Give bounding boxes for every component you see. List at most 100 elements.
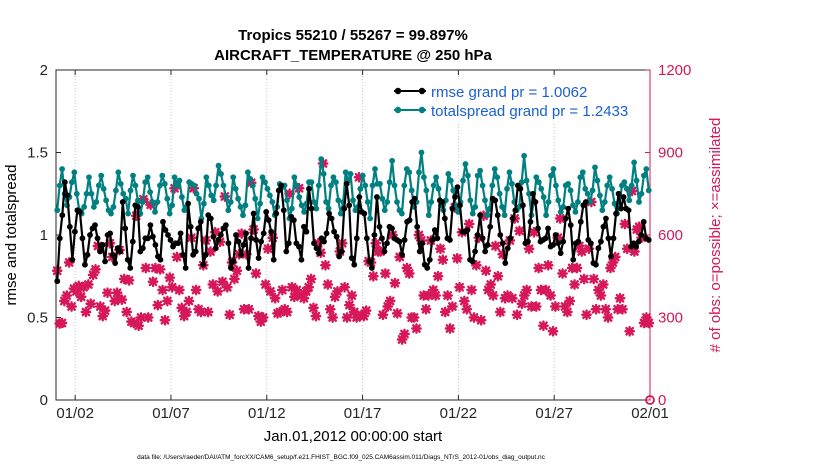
rmse-point <box>426 256 433 263</box>
spread-point <box>100 185 107 192</box>
spread-point <box>59 166 66 172</box>
rmse-point <box>167 237 174 243</box>
obs-count-marker <box>123 274 135 286</box>
spread-point <box>310 199 317 205</box>
spread-point <box>521 152 528 159</box>
obs-count-marker <box>133 320 145 332</box>
rmse-point <box>187 223 194 230</box>
rmse-point <box>84 251 91 258</box>
obs-count-marker <box>250 268 262 279</box>
rmse-point <box>555 240 562 247</box>
spread-point <box>147 189 154 196</box>
rmse-point <box>512 207 519 214</box>
spread-point <box>218 171 224 177</box>
spread-point <box>191 182 198 189</box>
spread-point <box>296 194 303 200</box>
obs-count-marker <box>502 290 513 301</box>
spread-point <box>594 177 601 184</box>
spread-point <box>313 205 320 212</box>
spread-point <box>284 197 290 204</box>
spread-point <box>86 174 92 181</box>
obs-count-marker <box>166 281 178 293</box>
spread-point <box>227 199 234 205</box>
spread-point <box>81 204 88 210</box>
obs-count-marker <box>377 309 389 321</box>
spread-point <box>88 190 95 197</box>
rmse-point <box>255 255 262 261</box>
rmse-point <box>582 199 589 205</box>
spread-point <box>56 182 63 189</box>
obs-count-marker <box>157 284 168 296</box>
spread-point <box>259 174 266 181</box>
obs-count-marker <box>626 185 638 197</box>
obs-count-marker <box>446 301 458 312</box>
rmse-point <box>97 248 103 255</box>
rmse-point <box>112 260 119 266</box>
rmse-point <box>560 238 567 245</box>
rmse-point <box>260 230 267 237</box>
rmse-point <box>615 190 622 197</box>
obs-count-marker <box>262 243 274 255</box>
rmse-point <box>371 232 378 238</box>
spread-point <box>166 210 173 217</box>
obs-count-marker <box>135 312 147 323</box>
legend-spread-marker <box>394 106 402 114</box>
obs-count-marker <box>454 281 465 293</box>
spread-point <box>203 174 210 181</box>
rmse-point <box>416 248 423 255</box>
legend-box <box>387 77 647 123</box>
rmse-point <box>275 187 282 194</box>
spread-point <box>433 174 440 181</box>
rmse-point <box>379 235 385 242</box>
obs-count-marker <box>97 310 109 322</box>
obs-count-marker <box>396 334 408 345</box>
obs-count-marker <box>183 295 195 307</box>
rmse-point <box>240 242 247 248</box>
rmse-point <box>633 243 640 250</box>
obs-count-marker <box>478 210 489 222</box>
spread-point <box>161 180 168 187</box>
rmse-point <box>477 212 484 219</box>
spread-point <box>386 179 393 186</box>
obs-count-marker <box>490 240 501 252</box>
obs-count-marker <box>154 263 166 275</box>
obs-count-marker <box>435 243 446 255</box>
rmse-point <box>557 250 564 257</box>
rmse-point <box>429 237 436 243</box>
obs-count-marker <box>339 281 351 293</box>
obs-count-marker <box>224 309 236 321</box>
rmse-point <box>346 202 353 209</box>
rmse-point <box>273 210 280 217</box>
spread-point <box>587 199 594 205</box>
spread-point <box>244 169 251 176</box>
rmse-point <box>482 248 489 255</box>
x-tick-label-4: 01/22 <box>440 405 478 422</box>
rmse-point <box>401 237 408 243</box>
spread-point <box>176 177 183 184</box>
rmse-point <box>233 232 239 238</box>
obs-count-marker <box>252 310 264 322</box>
spread-point <box>643 166 650 172</box>
obs-count-marker <box>341 312 353 323</box>
obs-count-marker <box>322 279 334 290</box>
rmse-point <box>472 248 478 255</box>
obs-count-marker <box>229 273 240 285</box>
obs-count-marker <box>255 316 267 328</box>
obs-possible-marker <box>645 395 655 405</box>
rmse-point <box>207 215 214 222</box>
rmse-point <box>328 215 335 222</box>
obs-count-marker <box>291 284 303 296</box>
obs-count-marker <box>324 303 336 315</box>
rmse-point <box>326 210 332 217</box>
obs-count-marker <box>269 292 281 304</box>
spread-point <box>460 177 466 184</box>
spread-point <box>538 185 545 192</box>
spread-point <box>548 172 554 179</box>
y-axis-label: rmse and totalspread <box>3 165 20 306</box>
obs-count-marker <box>202 306 214 318</box>
spread-point <box>315 182 322 189</box>
obs-count-marker <box>66 301 77 312</box>
obs-count-marker <box>468 312 480 323</box>
rmse-point <box>565 205 572 212</box>
obs-count-marker <box>82 279 94 290</box>
